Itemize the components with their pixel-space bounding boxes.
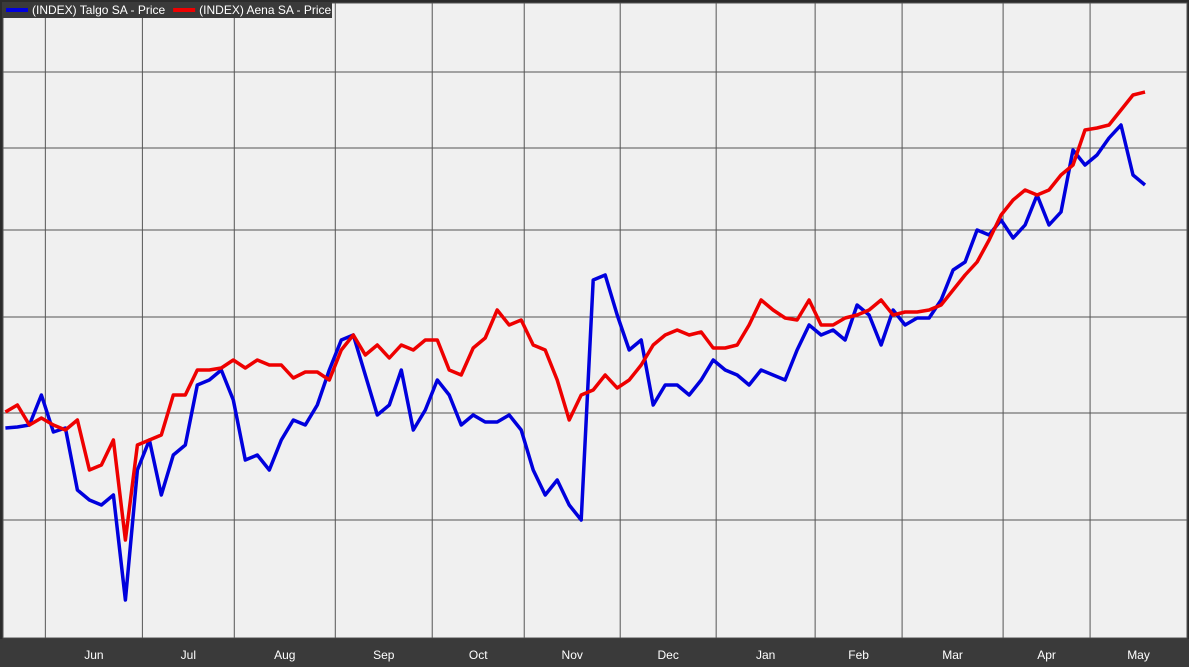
x-tick-label: Apr	[1037, 648, 1056, 662]
legend-label: (INDEX) Aena SA - Price	[199, 3, 331, 17]
x-tick-label: May	[1127, 648, 1150, 662]
x-tick-label: Aug	[274, 648, 295, 662]
legend-label: (INDEX) Talgo SA - Price	[32, 3, 165, 17]
legend: (INDEX) Talgo SA - Price (INDEX) Aena SA …	[2, 2, 332, 18]
x-tick-label: Jan	[756, 648, 775, 662]
x-tick-label: Mar	[942, 648, 963, 662]
x-axis-band	[0, 639, 1189, 667]
x-axis: Jun Jul Aug Sep Oct Nov Dec Jan Feb Mar Apr May	[0, 639, 1189, 667]
legend-box	[2, 2, 332, 18]
grid	[3, 3, 1187, 638]
x-tick-label: Jul	[181, 648, 196, 662]
x-tick-label: Jun	[84, 648, 103, 662]
plot-area	[2, 2, 1188, 639]
series-line	[5, 123, 1147, 602]
x-tick-label: Sep	[373, 648, 395, 662]
series-line	[4, 90, 1146, 542]
x-tick-label: Nov	[562, 648, 583, 662]
x-tick-label: Oct	[469, 648, 488, 662]
lines	[4, 90, 1147, 602]
x-tick-label: Dec	[658, 648, 679, 662]
x-tick-label: Feb	[848, 648, 869, 662]
